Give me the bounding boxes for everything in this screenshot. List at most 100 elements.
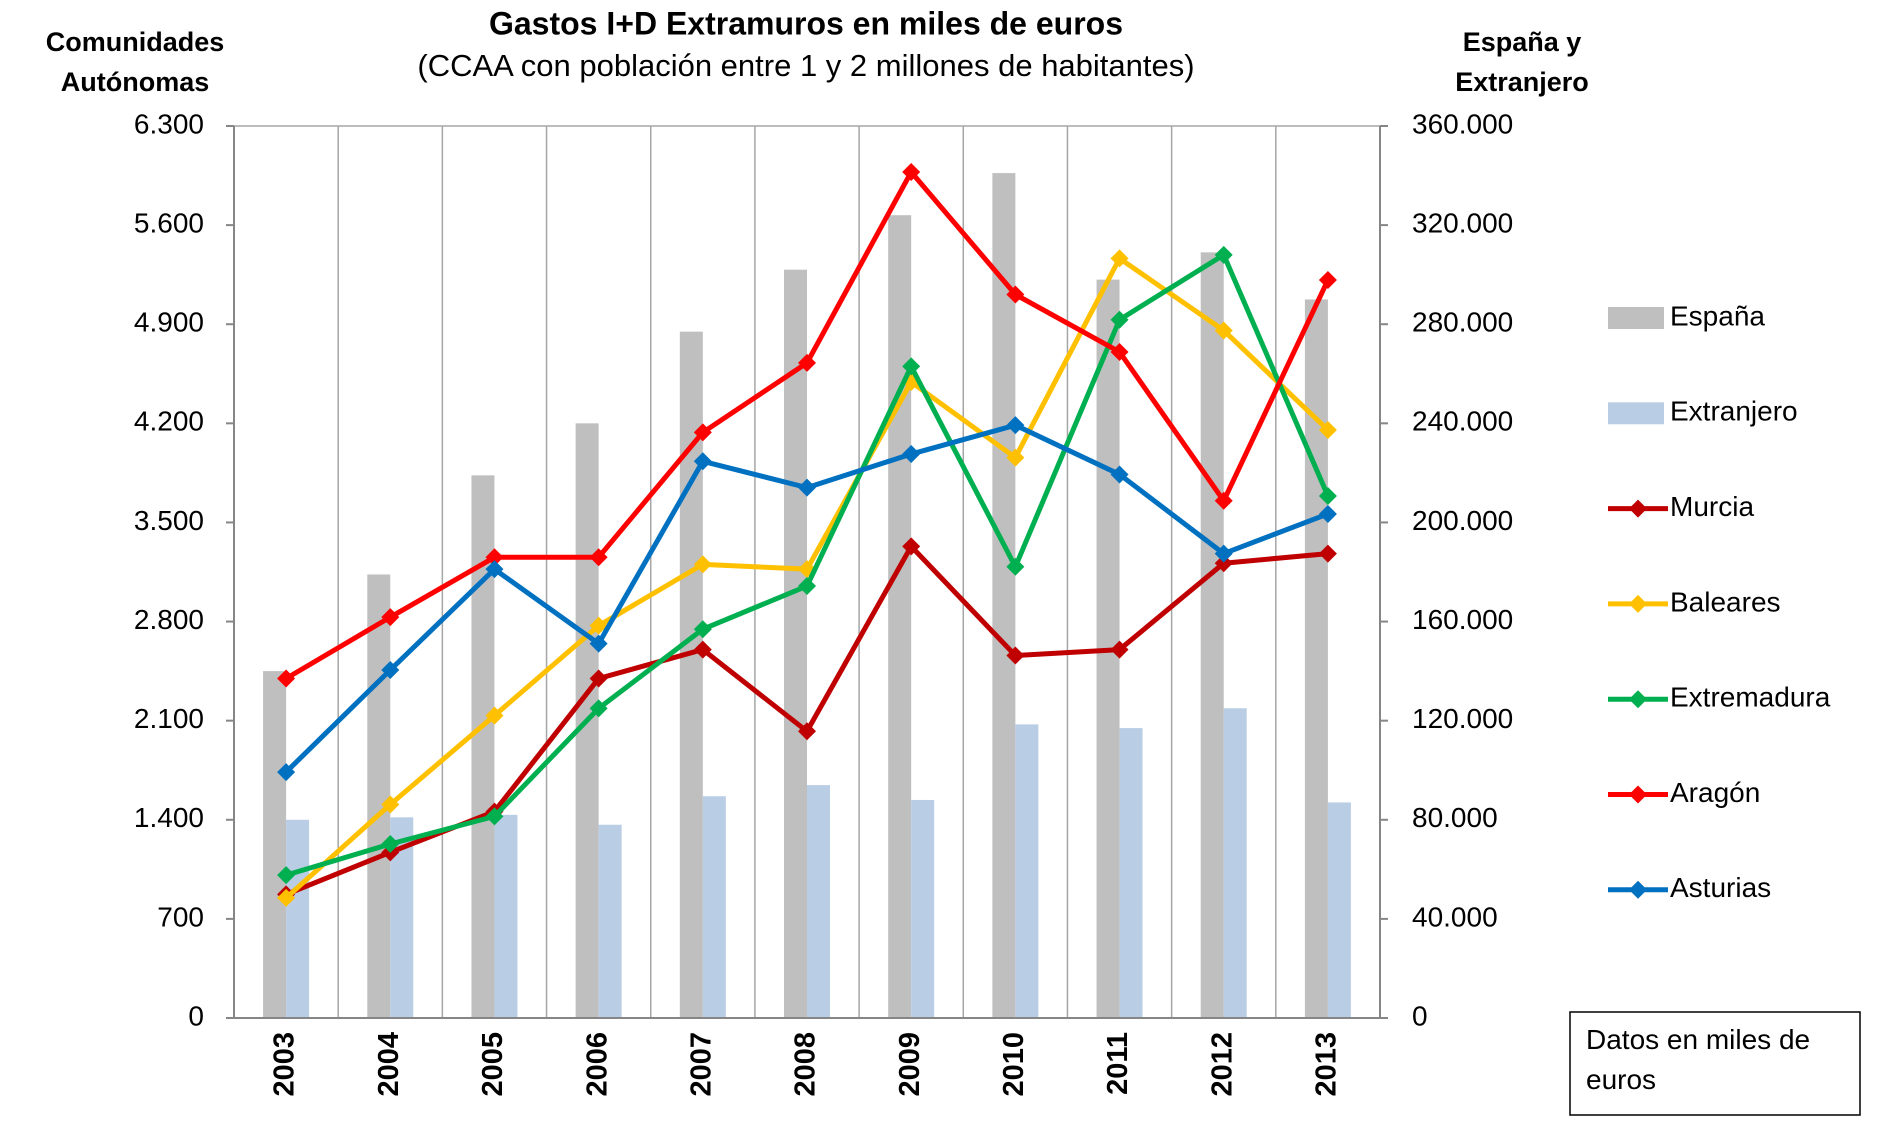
marker <box>589 548 608 567</box>
y-tick-label: 700 <box>157 901 204 932</box>
note: Datos en miles de euros <box>1586 1024 1811 1095</box>
marker <box>277 866 296 885</box>
legend-label: Asturias <box>1670 872 1771 903</box>
marker <box>693 620 712 639</box>
marker <box>1318 486 1337 505</box>
marker <box>1006 416 1025 435</box>
y-tick-label: 0 <box>188 1000 204 1031</box>
bar <box>286 819 310 1018</box>
legend-swatch <box>1608 307 1664 329</box>
bar <box>1223 708 1247 1018</box>
note-container: Datos en miles de euros <box>1586 1024 1811 1095</box>
x-tick-label: 2004 <box>373 1032 405 1097</box>
marker <box>902 357 921 376</box>
bar <box>1200 252 1224 1018</box>
y2-axis-title: España y <box>1463 27 1582 57</box>
y2-tick-label: 320.000 <box>1412 208 1513 239</box>
marker <box>1006 448 1025 467</box>
legend-swatch <box>1608 402 1664 425</box>
y2-tick-label: 360.000 <box>1412 108 1513 139</box>
marker <box>798 353 816 372</box>
marker <box>485 548 504 567</box>
y-tick-label: 5.600 <box>134 208 204 239</box>
y-tick-label: 6.300 <box>134 108 204 139</box>
y2-tick-label: 280.000 <box>1412 307 1513 338</box>
y2-tick-label: 200.000 <box>1412 505 1513 536</box>
marker <box>589 669 608 688</box>
y-tick-label: 2.100 <box>134 703 204 734</box>
marker <box>277 669 296 688</box>
marker <box>1214 491 1233 510</box>
marker <box>1318 271 1337 290</box>
legend-label: España <box>1670 300 1765 331</box>
bar <box>702 796 726 1018</box>
legend-label: Extremadura <box>1670 682 1831 713</box>
bar <box>911 799 935 1018</box>
marker <box>1214 321 1233 340</box>
chart-title: Gastos I+D Extramuros en miles de euros <box>489 5 1123 41</box>
marker <box>1110 342 1129 361</box>
y2-tick-label: 120.000 <box>1412 703 1513 734</box>
marker <box>1110 465 1129 484</box>
marker <box>485 807 504 826</box>
legend-marker <box>1629 690 1647 709</box>
y-tick-label: 4.900 <box>134 307 204 338</box>
marker <box>1110 249 1129 268</box>
x-tick-label: 2003 <box>269 1032 301 1097</box>
y2-tick-label: 40.000 <box>1412 901 1498 932</box>
legend-label: Murcia <box>1670 491 1754 522</box>
marker <box>693 423 712 442</box>
legend-label: Baleares <box>1670 586 1781 617</box>
bar <box>679 331 703 1019</box>
x-tick-label: 2011 <box>1102 1032 1134 1095</box>
y2-axis-title: Extranjero <box>1455 67 1589 97</box>
marker <box>381 834 400 853</box>
bar <box>471 475 495 1018</box>
x-tick-label: 2009 <box>894 1032 926 1097</box>
y2-tick-label: 240.000 <box>1412 406 1513 437</box>
marker <box>798 577 816 596</box>
marker <box>693 640 712 659</box>
y-tick-label: 2.800 <box>134 604 204 635</box>
marker <box>693 452 712 471</box>
marker <box>381 660 400 679</box>
marker <box>1318 504 1337 523</box>
marker <box>589 634 608 653</box>
bar <box>807 785 830 1018</box>
bar <box>1327 802 1351 1018</box>
bar <box>494 814 518 1018</box>
marker <box>798 478 816 497</box>
x-tick-label: 2013 <box>1311 1032 1343 1097</box>
bar <box>992 173 1016 1019</box>
x-tick-label: 2008 <box>790 1032 822 1097</box>
marker <box>277 763 296 782</box>
legend-label: Extranjero <box>1670 396 1798 427</box>
bar <box>263 671 287 1018</box>
marker <box>1006 646 1025 665</box>
bar <box>1304 299 1328 1018</box>
x-tick-label: 2005 <box>477 1032 509 1097</box>
marker <box>1214 544 1233 563</box>
marker <box>589 699 608 718</box>
marker <box>693 555 712 574</box>
bar <box>390 817 414 1018</box>
bar <box>1015 724 1039 1018</box>
note-box <box>1569 1011 1861 1116</box>
bar <box>784 269 807 1018</box>
marker <box>1006 557 1025 576</box>
marker <box>902 537 921 556</box>
marker <box>1214 245 1233 264</box>
chart-subtitle: (CCAA con población entre 1 y 2 millones… <box>417 48 1194 83</box>
legend-marker <box>1629 785 1647 804</box>
marker <box>1110 310 1129 329</box>
legend-marker <box>1629 880 1647 899</box>
legend-label: Aragón <box>1670 777 1760 808</box>
y2-tick-label: 0 <box>1412 1000 1428 1031</box>
marker <box>485 560 504 579</box>
x-tick-label: 2010 <box>998 1032 1030 1097</box>
y-axis-title: Autónomas <box>61 67 210 97</box>
x-tick-label: 2007 <box>685 1032 717 1097</box>
marker <box>798 722 816 741</box>
